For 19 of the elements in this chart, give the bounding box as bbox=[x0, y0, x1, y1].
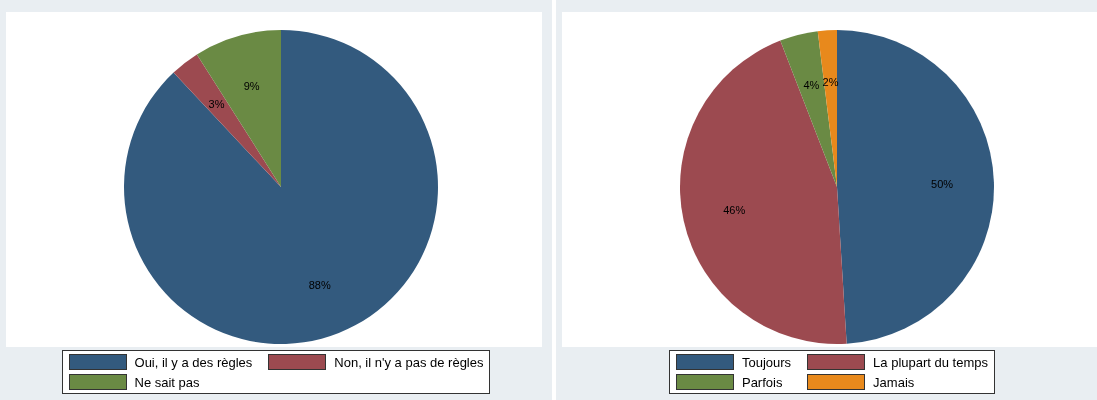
pie-slice bbox=[780, 31, 837, 187]
pie-slice bbox=[124, 30, 438, 344]
legend-label: Jamais bbox=[873, 374, 915, 390]
data-label: 88% bbox=[308, 278, 331, 291]
legend-label: Parfois bbox=[741, 374, 783, 390]
data-label: 46% bbox=[723, 203, 746, 216]
legend-label: Toujours bbox=[741, 354, 792, 370]
pie-slice bbox=[196, 30, 281, 187]
legend-label: Oui, il y a des règles bbox=[134, 354, 253, 370]
legend-label: Ne sait pas bbox=[134, 374, 200, 390]
legend-label: Non, il n'y a pas de règles bbox=[334, 354, 484, 370]
data-label: 9% bbox=[243, 79, 260, 92]
data-label: 3% bbox=[208, 97, 225, 110]
pie-slice bbox=[173, 54, 281, 187]
legend-label: La plupart du temps bbox=[873, 354, 989, 370]
data-label: 4% bbox=[803, 78, 820, 91]
pie-slice bbox=[680, 40, 847, 344]
pie-slice bbox=[837, 30, 994, 344]
data-label: 50% bbox=[931, 177, 954, 190]
